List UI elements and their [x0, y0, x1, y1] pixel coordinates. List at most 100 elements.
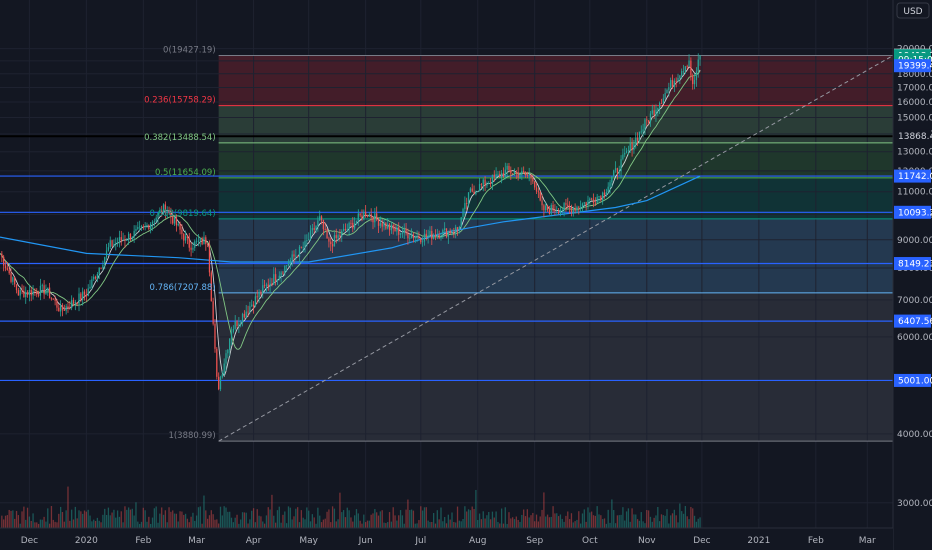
- price-tick-label: 9000.00: [897, 236, 932, 246]
- volume-bar: [12, 510, 14, 528]
- volume-bar: [219, 506, 222, 528]
- volume-bar: [697, 518, 699, 528]
- candle-body: [405, 228, 407, 233]
- candle-body: [137, 226, 139, 230]
- volume-bar: [506, 523, 508, 528]
- candle-body: [111, 240, 113, 247]
- candle-body: [14, 277, 16, 285]
- candle-body: [54, 299, 56, 301]
- volume-bar: [668, 523, 670, 528]
- candle-body: [56, 300, 58, 308]
- volume-bar: [173, 513, 176, 528]
- currency-label[interactable]: USD: [903, 7, 922, 17]
- candle-body: [197, 240, 200, 242]
- candle-body: [462, 209, 464, 218]
- volume-bar: [480, 519, 483, 528]
- fib-trend-line[interactable]: [218, 55, 894, 442]
- candle-body: [684, 66, 687, 72]
- volume-bar: [188, 522, 190, 528]
- volume-bar: [157, 522, 159, 528]
- candle-body: [429, 230, 431, 235]
- volume-bar: [421, 510, 424, 528]
- candle-body: [545, 205, 547, 211]
- volume-bar: [484, 518, 486, 528]
- candle-body: [567, 204, 569, 207]
- volume-bar: [372, 513, 374, 528]
- volume-bar: [28, 516, 31, 528]
- time-tick-label: May: [299, 536, 318, 546]
- candle-body: [330, 241, 332, 245]
- candle-body: [370, 214, 372, 218]
- volume-bar: [131, 508, 133, 528]
- candle-body: [194, 241, 196, 248]
- candle-body: [556, 211, 558, 213]
- volume-bar: [93, 519, 95, 528]
- candle-body: [39, 285, 42, 296]
- volume-bar: [524, 516, 527, 528]
- volume-bar: [302, 517, 304, 528]
- price-tags: 13868.44 11742.02 10093.29 8149.23 6407.56 50…: [894, 48, 932, 387]
- candle-body: [30, 290, 32, 296]
- candle-body: [392, 224, 394, 229]
- time-tick-label: Dec: [21, 536, 38, 546]
- horizontal-line-price-tag: 11742.02: [898, 172, 932, 182]
- candle-body: [333, 235, 336, 247]
- price-tick-label: 17000.00: [897, 83, 932, 93]
- volume-bar: [611, 499, 613, 528]
- volume-bar: [76, 518, 78, 528]
- volume-bar: [280, 522, 282, 528]
- candle-body: [322, 220, 325, 230]
- candle-body: [440, 236, 442, 239]
- volume-bar: [306, 507, 308, 528]
- volume-bar: [491, 511, 494, 528]
- volume-bar: [361, 523, 363, 528]
- volume-bar: [497, 521, 499, 528]
- volume-bar: [622, 507, 624, 528]
- volume-bar: [528, 517, 530, 528]
- volume-bar: [666, 509, 668, 528]
- time-axis: Dec 2020 Feb Mar Apr May Jun Jul Aug Sep Oct Nov Dec…: [0, 527, 893, 550]
- moving-averages: [0, 66, 701, 378]
- candle-body: [306, 240, 308, 241]
- candle-body: [624, 152, 626, 155]
- candle-body: [526, 174, 528, 176]
- candle-body: [418, 236, 420, 239]
- candle-body: [245, 311, 247, 318]
- volume-bar: [416, 523, 418, 528]
- candle-body: [234, 321, 236, 329]
- volume-bar: [377, 515, 380, 528]
- volume-bar: [664, 515, 666, 528]
- candle-body: [635, 137, 637, 144]
- volume-bar: [17, 515, 20, 528]
- price-tick-label: 3000.00: [897, 499, 932, 509]
- time-tick-label: Apr: [246, 536, 262, 546]
- candle-body: [339, 235, 341, 237]
- candle-body: [651, 110, 653, 114]
- volume-bar: [486, 515, 488, 528]
- volume-bar: [383, 522, 385, 528]
- candle-body: [352, 222, 354, 229]
- volume-bar: [519, 521, 521, 528]
- volume-bar: [387, 522, 389, 528]
- volume-bar: [320, 522, 323, 528]
- candle-body: [319, 216, 321, 221]
- moving-average-mid: [0, 70, 701, 350]
- candle-body: [532, 177, 534, 182]
- time-tick-label: Mar: [859, 536, 876, 546]
- candle-body: [376, 213, 378, 220]
- candle-body: [659, 103, 661, 109]
- time-tick-label: 2020: [75, 536, 98, 546]
- candle-body: [361, 215, 363, 220]
- volume-bar: [98, 520, 100, 528]
- volume-bar: [262, 521, 264, 528]
- volume-bar: [295, 508, 297, 528]
- candle-body: [331, 244, 334, 247]
- volume-bar: [477, 519, 479, 528]
- volume-bar: [559, 514, 562, 528]
- volume-bar: [111, 512, 113, 528]
- candle-body: [631, 143, 633, 151]
- candle-body: [258, 291, 260, 298]
- volume-bar: [495, 511, 497, 528]
